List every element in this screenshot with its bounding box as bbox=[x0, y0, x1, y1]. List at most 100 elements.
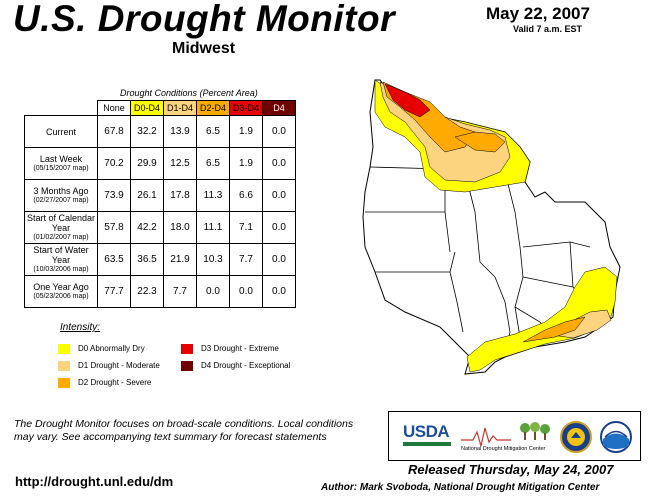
table-cell: 1.9 bbox=[229, 147, 263, 180]
table-row: 3 Months Ago (02/27/2007 map) 73.9 26.1 17.8… bbox=[24, 179, 296, 212]
legend-swatch bbox=[58, 378, 70, 388]
table-row: Start of Water Year (10/03/2006 map) 63.5 3… bbox=[24, 243, 296, 276]
table-cell: 26.1 bbox=[130, 179, 164, 212]
row-label-text: Start of Water Year bbox=[33, 244, 89, 265]
author-credit: Author: Mark Svoboda, National Drought M… bbox=[321, 482, 600, 493]
row-label-text: Start of Calendar Year bbox=[26, 212, 96, 233]
table-cell: 13.9 bbox=[163, 115, 197, 148]
legend-item-d0: D0 Abnormally Dry bbox=[58, 344, 145, 354]
table-row: Start of Calendar Year (01/02/2007 map) 57… bbox=[24, 211, 296, 244]
row-label-date: (05/23/2006 map) bbox=[33, 292, 89, 300]
legend-swatch bbox=[181, 361, 193, 371]
table-cell: 10.3 bbox=[196, 243, 230, 276]
legend-item-d3: D3 Drought - Extreme bbox=[181, 344, 279, 354]
table-cell: 73.9 bbox=[97, 179, 131, 212]
row-label-text: One Year Ago bbox=[33, 281, 89, 292]
legend-item-d4: D4 Drought - Exceptional bbox=[181, 361, 290, 371]
row-label: 3 Months Ago (02/27/2007 map) bbox=[24, 179, 98, 212]
table-cell: 1.9 bbox=[229, 115, 263, 148]
midwest-drought-map bbox=[362, 79, 621, 375]
table-cell: 0.0 bbox=[262, 211, 296, 244]
table-cell: 0.0 bbox=[229, 275, 263, 308]
row-label-date: (01/02/2007 map) bbox=[33, 233, 89, 241]
drought-area-d2-south bbox=[522, 316, 586, 343]
column-header: D0-D4 bbox=[130, 100, 164, 116]
column-header: D2-D4 bbox=[196, 100, 230, 116]
drought-stats-table: None D0-D4 D1-D4 D2-D4 D3-D4 D4 Current 6… bbox=[24, 100, 296, 308]
table-cell: 0.0 bbox=[262, 147, 296, 180]
column-header: None bbox=[97, 100, 131, 116]
valid-time: Valid 7 a.m. EST bbox=[513, 24, 583, 34]
table-cell: 77.7 bbox=[97, 275, 131, 308]
table-cell: 21.9 bbox=[163, 243, 197, 276]
row-label: Current bbox=[24, 115, 98, 148]
table-row: One Year Ago (05/23/2006 map) 77.7 22.3 7.7 0… bbox=[24, 275, 296, 308]
legend-label: D3 Drought - Extreme bbox=[201, 344, 279, 354]
row-label-date: (05/15/2007 map) bbox=[33, 164, 89, 172]
table-row: Last Week (05/15/2007 map) 70.2 29.9 12.5 6.5… bbox=[24, 147, 296, 180]
row-label: Last Week (05/15/2007 map) bbox=[24, 147, 98, 180]
table-cell: 7.7 bbox=[229, 243, 263, 276]
website-url[interactable]: http://drought.unl.edu/dm bbox=[15, 474, 174, 489]
table-cell: 12.5 bbox=[163, 147, 197, 180]
table-cell: 6.6 bbox=[229, 179, 263, 212]
drought-area-d2-up bbox=[454, 131, 506, 153]
table-cell: 18.0 bbox=[163, 211, 197, 244]
table-cell: 7.1 bbox=[229, 211, 263, 244]
legend-item-d1: D1 Drought - Moderate bbox=[58, 361, 160, 371]
table-cell: 0.0 bbox=[262, 179, 296, 212]
legend-label: D1 Drought - Moderate bbox=[78, 361, 160, 371]
table-cell: 17.8 bbox=[163, 179, 197, 212]
legend-swatch bbox=[58, 361, 70, 371]
table-row: Current 67.8 32.2 13.9 6.5 1.9 0.0 bbox=[24, 115, 296, 148]
table-cell: 0.0 bbox=[262, 275, 296, 308]
usda-logo: USDA bbox=[403, 422, 450, 441]
row-label: One Year Ago (05/23/2006 map) bbox=[24, 275, 98, 308]
table-caption: Drought Conditions (Percent Area) bbox=[120, 88, 258, 98]
row-label-text: Current bbox=[45, 126, 76, 137]
table-cell: 57.8 bbox=[97, 211, 131, 244]
row-label-text: 3 Months Ago bbox=[33, 185, 89, 196]
row-label: Start of Water Year (10/03/2006 map) bbox=[24, 243, 98, 276]
table-cell: 29.9 bbox=[130, 147, 164, 180]
table-cell: 7.7 bbox=[163, 275, 197, 308]
table-cell: 22.3 bbox=[130, 275, 164, 308]
legend-label: D2 Drought - Severe bbox=[78, 378, 152, 388]
column-header: D4 bbox=[262, 100, 296, 116]
row-label-date: (10/03/2006 map) bbox=[33, 265, 89, 273]
table-cell: 70.2 bbox=[97, 147, 131, 180]
ndmc-logo-text: National Drought Mitigation Center bbox=[461, 446, 546, 452]
legend-swatch bbox=[58, 344, 70, 354]
table-cell: 32.2 bbox=[130, 115, 164, 148]
legend-title: Intensity: bbox=[60, 322, 101, 333]
ndmc-logo-graphic bbox=[461, 422, 550, 447]
column-header: D3-D4 bbox=[229, 100, 263, 116]
legend-label: D0 Abnormally Dry bbox=[78, 344, 145, 354]
table-cell: 42.2 bbox=[130, 211, 164, 244]
doc-seal-icon bbox=[560, 421, 592, 453]
disclaimer-note: The Drought Monitor focuses on broad-sca… bbox=[14, 418, 354, 443]
row-label-text: Last Week bbox=[39, 153, 83, 164]
table-cell: 36.5 bbox=[130, 243, 164, 276]
column-header: D1-D4 bbox=[163, 100, 197, 116]
state-boundaries bbox=[365, 126, 591, 358]
table-cell: 0.0 bbox=[262, 243, 296, 276]
table-cell: 0.0 bbox=[196, 275, 230, 308]
region-name: Midwest bbox=[172, 40, 236, 57]
release-date: Released Thursday, May 24, 2007 bbox=[408, 462, 614, 477]
table-cell: 63.5 bbox=[97, 243, 131, 276]
noaa-logo-icon bbox=[600, 421, 632, 453]
drought-area-d0-south bbox=[466, 266, 618, 373]
table-header-row: None D0-D4 D1-D4 D2-D4 D3-D4 D4 bbox=[25, 100, 296, 116]
map-title: U.S. Drought Monitor bbox=[13, 0, 395, 39]
row-label: Start of Calendar Year (01/02/2007 map) bbox=[24, 211, 98, 244]
table-cell: 11.3 bbox=[196, 179, 230, 212]
usda-logo-stripe bbox=[403, 442, 451, 446]
table-cell: 6.5 bbox=[196, 115, 230, 148]
table-cell: 0.0 bbox=[262, 115, 296, 148]
header-blank-cell bbox=[25, 101, 98, 116]
partner-logos: USDA National Drought Mitigation Center bbox=[388, 411, 641, 461]
row-label-date: (02/27/2007 map) bbox=[33, 196, 89, 204]
table-cell: 11.1 bbox=[196, 211, 230, 244]
legend-label: D4 Drought - Exceptional bbox=[201, 361, 291, 371]
